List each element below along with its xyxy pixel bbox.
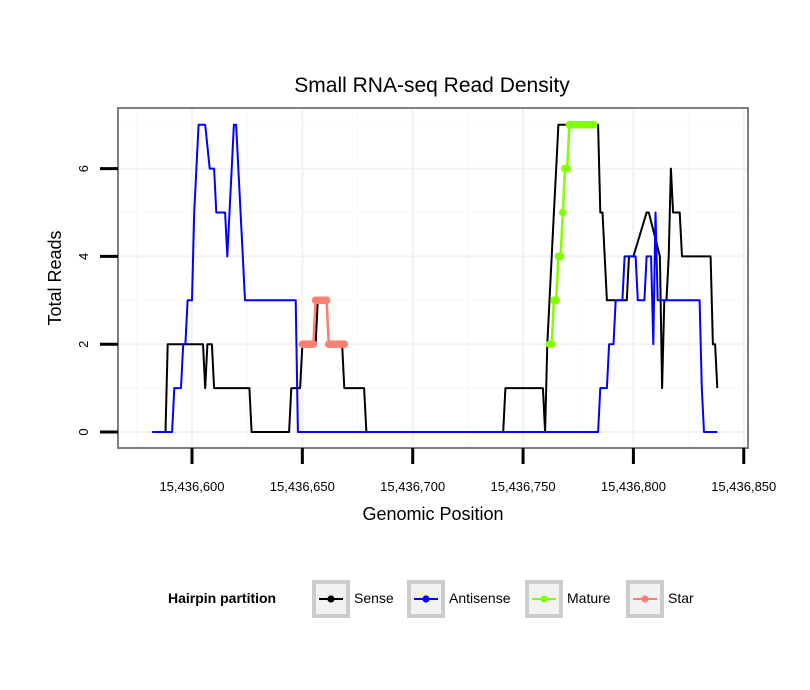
plot-panel [118, 108, 748, 448]
y-axis-label: Total Reads [45, 230, 65, 325]
legend-key-point [540, 595, 548, 603]
plot-border [117, 107, 749, 449]
legend: Hairpin partition Sense Antisense Mature St… [168, 580, 694, 618]
y-tick-label: 6 [76, 165, 91, 172]
x-tick-label: 15,436,700 [380, 479, 445, 494]
data-point-mature [552, 296, 560, 305]
legend-key-point [327, 595, 335, 603]
grid-lines [118, 108, 748, 448]
legend-title: Hairpin partition [168, 590, 276, 606]
legend-label-sense: Sense [354, 590, 394, 606]
series-layer [152, 120, 719, 433]
data-point-star [322, 296, 331, 305]
legend-label-mature: Mature [567, 590, 611, 606]
series-line-antisense [152, 123, 718, 433]
legend-key-point [422, 595, 430, 603]
y-tick-label: 2 [76, 341, 91, 348]
data-point-star [340, 340, 349, 349]
y-tick-label: 0 [76, 428, 91, 435]
axes: 15,436,600 15,436,650 15,436,700 15,436,750… [76, 165, 776, 494]
y-tick-label: 4 [76, 253, 91, 260]
chart-title: Small RNA-seq Read Density [294, 74, 570, 97]
legend-key-point [641, 595, 649, 603]
x-tick-label: 15,436,650 [270, 479, 335, 494]
x-tick-label: 15,436,850 [711, 479, 776, 494]
x-tick-label: 15,436,800 [601, 479, 666, 494]
data-point-mature [556, 252, 565, 261]
data-point-mature [563, 164, 571, 173]
data-point-star [309, 340, 318, 349]
legend-label-antisense: Antisense [449, 590, 511, 606]
x-axis-label: Genomic Position [362, 504, 503, 524]
data-point-mature [547, 340, 556, 349]
data-point-mature [559, 208, 567, 217]
legend-label-star: Star [668, 590, 694, 606]
x-tick-label: 15,436,750 [491, 479, 556, 494]
x-tick-label: 15,436,600 [159, 479, 224, 494]
data-point-mature [589, 120, 598, 129]
